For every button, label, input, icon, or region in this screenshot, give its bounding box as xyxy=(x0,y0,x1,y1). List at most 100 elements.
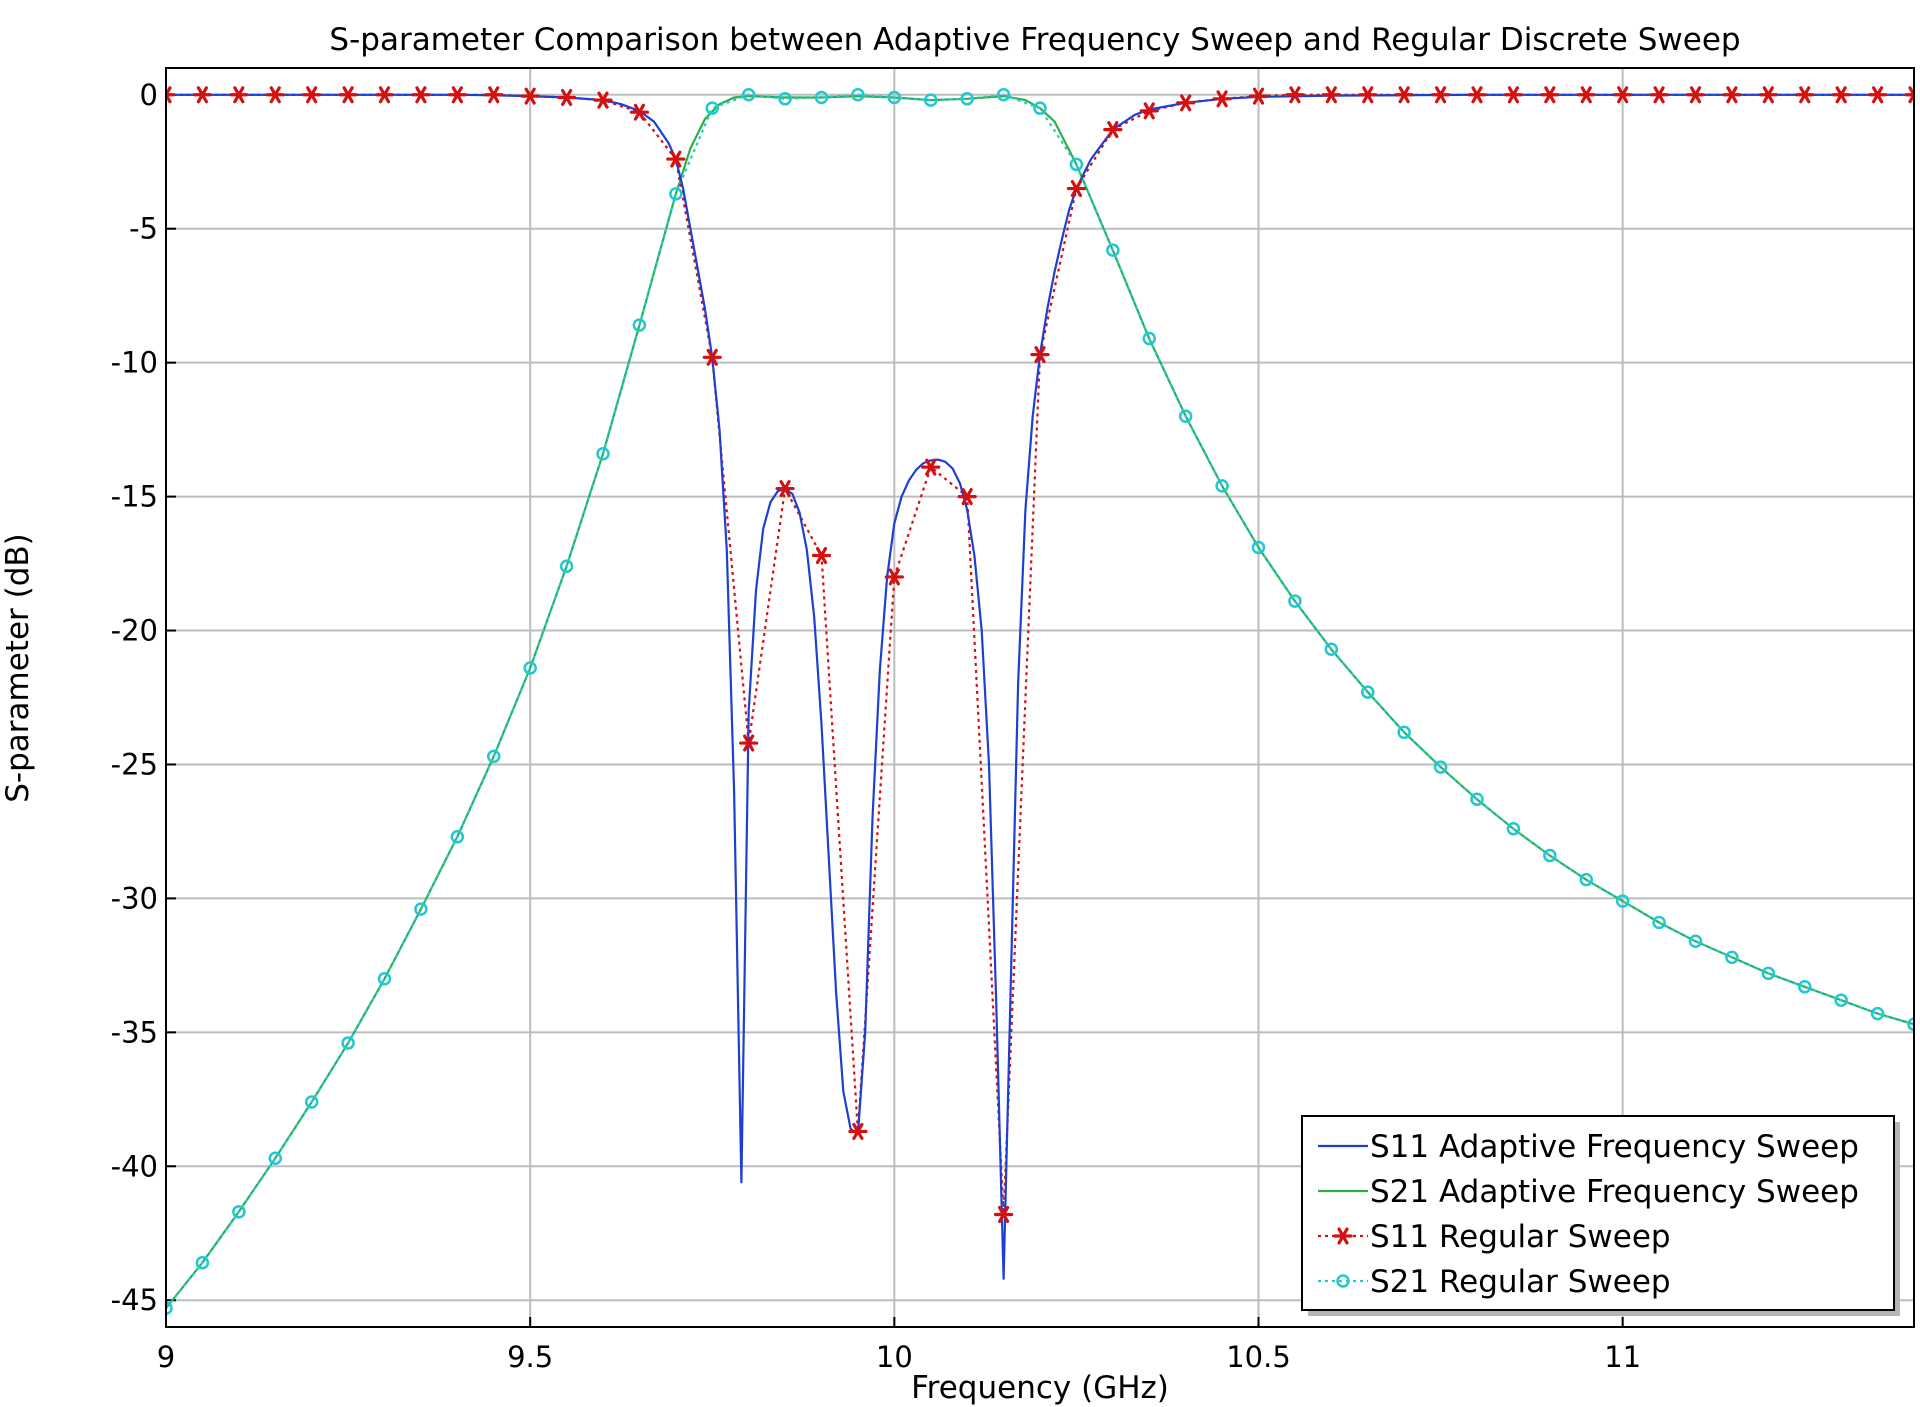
data-point-circle xyxy=(1543,848,1557,863)
data-point-star xyxy=(1908,86,1914,98)
data-point-star xyxy=(1325,86,1337,104)
series-line-s11-adaptive-frequency-sweep xyxy=(166,93,1914,1280)
data-point-circle xyxy=(960,92,974,106)
data-point-star xyxy=(1471,86,1483,104)
legend-box xyxy=(1301,1115,1895,1311)
series-s21-adaptive-frequency-sweep xyxy=(166,95,1914,1309)
data-point-star xyxy=(1544,86,1556,104)
data-point-star xyxy=(524,87,536,105)
data-point-star xyxy=(888,568,900,586)
data-point-star xyxy=(1434,86,1447,104)
data-point-circle xyxy=(1361,685,1375,699)
data-point-star xyxy=(415,86,427,104)
data-point-circle xyxy=(450,830,465,844)
legend-label: S21 Adaptive Frequency Sweep xyxy=(1370,1174,1859,1210)
markers-s11-regular-sweep xyxy=(166,86,1914,1224)
series-line-s11-regular-sweep xyxy=(166,93,1914,1216)
legend-label: S11 Adaptive Frequency Sweep xyxy=(1370,1129,1859,1165)
data-point-circle xyxy=(1615,894,1630,908)
data-point-star xyxy=(997,1205,1010,1224)
y-axis-label: S-parameter (dB) xyxy=(0,533,36,803)
data-point-star xyxy=(560,88,573,106)
data-point-circle xyxy=(304,1095,319,1109)
data-point-circle xyxy=(1324,642,1339,657)
data-point-circle xyxy=(341,1036,355,1050)
data-point-star xyxy=(1835,86,1847,104)
data-point-circle xyxy=(1688,934,1703,949)
data-point-circle xyxy=(1215,479,1229,493)
data-point-circle xyxy=(268,1151,282,1165)
data-point-star xyxy=(1070,180,1083,198)
data-point-star xyxy=(378,86,391,104)
data-point-star xyxy=(1689,86,1702,104)
data-point-star xyxy=(597,91,609,109)
y-tick-label: -15 xyxy=(111,480,158,514)
data-point-star xyxy=(1762,86,1774,104)
data-point-star xyxy=(1107,121,1119,139)
data-point-star xyxy=(1216,90,1228,108)
data-point-circle xyxy=(523,661,537,675)
x-tick-label: 11 xyxy=(1604,1340,1641,1374)
y-tick-label: -35 xyxy=(111,1015,158,1049)
data-point-circle xyxy=(1251,540,1266,555)
data-point-star xyxy=(633,103,646,121)
x-tick-label: 10 xyxy=(876,1340,913,1374)
data-point-star xyxy=(233,86,245,104)
data-point-star xyxy=(166,86,172,98)
data-point-circle xyxy=(778,92,792,106)
data-point-circle xyxy=(1761,966,1776,981)
data-point-star xyxy=(166,91,172,104)
data-point-circle xyxy=(1652,915,1666,930)
data-point-star xyxy=(1034,346,1046,364)
y-tick-label: -30 xyxy=(111,881,158,915)
y-tick-label: -45 xyxy=(111,1283,158,1317)
data-point-star xyxy=(451,86,463,104)
series-s21-regular-sweep xyxy=(166,93,1914,1309)
data-point-circle xyxy=(1834,993,1848,1007)
data-point-circle xyxy=(1798,980,1812,994)
data-point-star xyxy=(1362,86,1374,104)
data-point-circle xyxy=(195,1255,210,1270)
data-point-star xyxy=(1617,86,1629,104)
data-point-star xyxy=(1180,94,1192,112)
legend: S11 Adaptive Frequency Sweep S21 Adaptive… xyxy=(1301,1115,1900,1316)
data-point-star xyxy=(1726,86,1738,104)
y-tick-label: -25 xyxy=(111,747,158,781)
legend-swatch-marker xyxy=(1337,1227,1349,1245)
data-point-circle xyxy=(1506,822,1521,836)
data-point-circle xyxy=(377,972,392,986)
y-tick-label: -5 xyxy=(129,212,158,246)
data-point-star xyxy=(1289,86,1301,104)
data-point-circle xyxy=(487,749,501,764)
chart-title: S-parameter Comparison between Adaptive … xyxy=(329,22,1740,58)
data-point-circle xyxy=(814,90,829,105)
data-point-circle xyxy=(1907,1017,1914,1032)
data-point-star xyxy=(1799,86,1811,104)
legend-label: S11 Regular Sweep xyxy=(1370,1219,1671,1255)
data-point-circle xyxy=(1106,243,1120,257)
axis-ticks: 9 9.5 10 10.5 11 0 -5 -10 -15 -20 -25 -30 -35 -40 -45 xyxy=(111,78,1641,1374)
data-point-circle xyxy=(705,101,719,115)
data-point-star xyxy=(342,86,354,104)
data-point-circle xyxy=(1033,101,1047,115)
plot-series xyxy=(166,86,1914,1315)
series-line-s21-regular-sweep xyxy=(166,93,1914,1309)
x-axis-label: Frequency (GHz) xyxy=(911,1370,1169,1406)
data-point-star xyxy=(306,86,318,104)
data-point-circle xyxy=(1397,725,1411,740)
data-point-star xyxy=(1507,86,1520,104)
markers-s21-regular-sweep xyxy=(166,88,1914,1315)
data-point-star xyxy=(961,488,973,506)
data-point-circle xyxy=(414,902,428,916)
data-point-star xyxy=(815,546,828,565)
data-point-circle xyxy=(596,446,610,461)
data-point-star xyxy=(1908,91,1914,104)
data-point-star xyxy=(488,86,500,104)
data-point-circle xyxy=(1288,594,1302,608)
data-point-circle xyxy=(1178,409,1193,423)
y-tick-label: -20 xyxy=(111,614,158,648)
x-tick-label: 10.5 xyxy=(1226,1340,1291,1374)
y-tick-label: -10 xyxy=(111,346,158,380)
data-point-star xyxy=(1653,86,1665,104)
